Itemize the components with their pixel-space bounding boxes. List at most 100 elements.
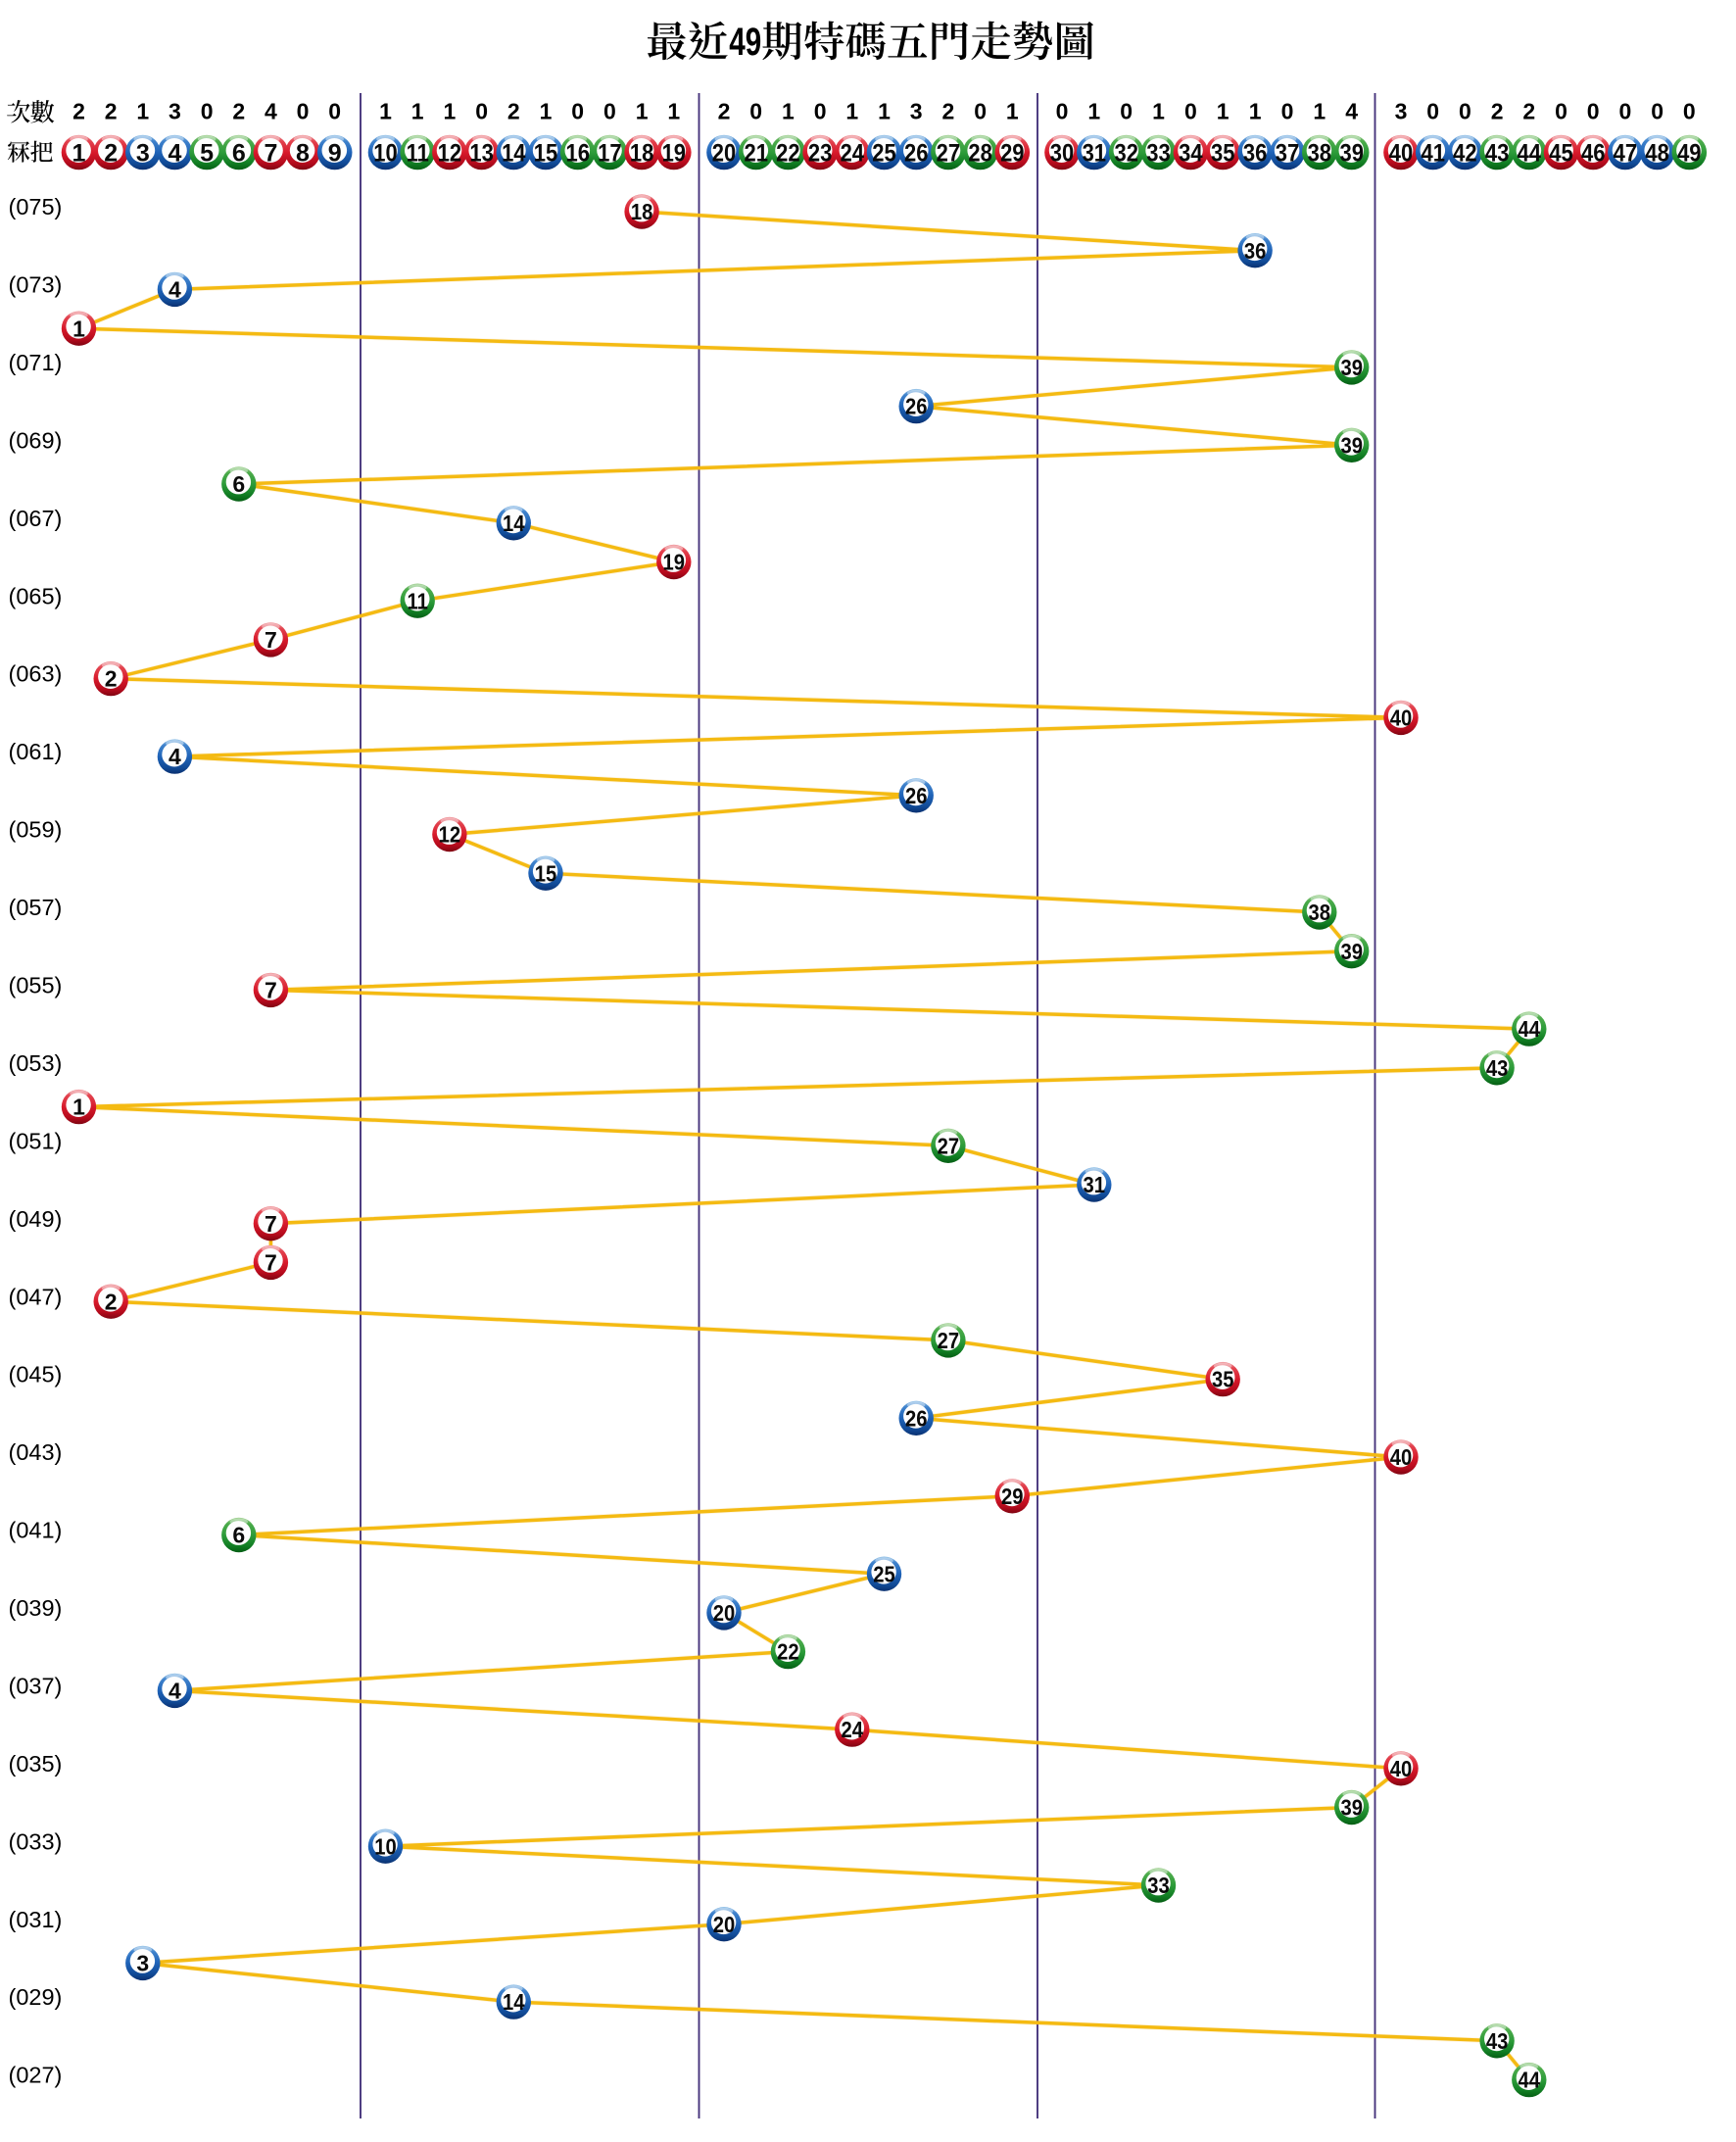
svg-text:0: 0 xyxy=(297,99,310,124)
svg-text:0: 0 xyxy=(201,99,214,124)
svg-text:40: 40 xyxy=(1390,705,1413,731)
svg-text:30: 30 xyxy=(1050,139,1074,167)
svg-text:(073): (073) xyxy=(9,272,63,298)
svg-text:0: 0 xyxy=(603,99,616,124)
svg-text:(061): (061) xyxy=(9,739,63,764)
svg-text:12: 12 xyxy=(438,139,461,167)
svg-text:9: 9 xyxy=(328,139,342,167)
svg-text:0: 0 xyxy=(1683,99,1696,124)
svg-text:33: 33 xyxy=(1147,1873,1170,1899)
svg-text:0: 0 xyxy=(1555,99,1567,124)
svg-text:39: 39 xyxy=(1339,139,1363,167)
svg-text:31: 31 xyxy=(1084,1172,1106,1198)
svg-text:18: 18 xyxy=(630,139,653,167)
svg-text:38: 38 xyxy=(1309,900,1331,926)
svg-text:(043): (043) xyxy=(9,1439,63,1465)
svg-text:1: 1 xyxy=(667,99,680,124)
svg-text:(047): (047) xyxy=(9,1284,63,1309)
svg-text:21: 21 xyxy=(744,139,767,167)
svg-text:27: 27 xyxy=(938,1328,960,1354)
svg-text:1: 1 xyxy=(136,99,149,124)
svg-text:44: 44 xyxy=(1519,2067,1541,2093)
svg-text:(037): (037) xyxy=(9,1674,63,1699)
svg-text:32: 32 xyxy=(1114,139,1137,167)
svg-text:4: 4 xyxy=(168,139,181,167)
svg-text:26: 26 xyxy=(904,139,928,167)
svg-text:16: 16 xyxy=(565,139,589,167)
svg-text:0: 0 xyxy=(1651,99,1664,124)
svg-text:(069): (069) xyxy=(9,427,63,453)
svg-text:27: 27 xyxy=(937,139,960,167)
svg-text:43: 43 xyxy=(1486,1055,1509,1082)
svg-text:3: 3 xyxy=(169,99,181,124)
svg-text:3: 3 xyxy=(1395,99,1408,124)
svg-text:0: 0 xyxy=(974,99,987,124)
svg-text:34: 34 xyxy=(1179,139,1202,167)
svg-text:0: 0 xyxy=(1281,99,1294,124)
svg-text:(055): (055) xyxy=(9,973,63,998)
svg-text:7: 7 xyxy=(265,1211,277,1237)
svg-text:19: 19 xyxy=(662,139,686,167)
svg-text:1: 1 xyxy=(1087,99,1100,124)
svg-text:40: 40 xyxy=(1390,1444,1413,1471)
svg-text:14: 14 xyxy=(503,511,525,537)
svg-text:25: 25 xyxy=(873,1561,895,1587)
svg-text:2: 2 xyxy=(105,1289,118,1314)
svg-text:1: 1 xyxy=(411,99,424,124)
svg-text:23: 23 xyxy=(808,139,832,167)
svg-text:22: 22 xyxy=(777,1638,799,1665)
svg-text:20: 20 xyxy=(713,1600,736,1627)
svg-text:47: 47 xyxy=(1614,139,1637,167)
svg-text:7: 7 xyxy=(264,139,277,167)
svg-text:4: 4 xyxy=(265,99,277,124)
svg-text:3: 3 xyxy=(136,139,150,167)
svg-text:2: 2 xyxy=(105,666,118,692)
svg-text:(027): (027) xyxy=(9,2063,63,2088)
svg-text:38: 38 xyxy=(1308,139,1331,167)
svg-text:(053): (053) xyxy=(9,1050,63,1076)
svg-text:44: 44 xyxy=(1518,139,1541,167)
svg-text:(035): (035) xyxy=(9,1751,63,1777)
svg-text:2: 2 xyxy=(105,99,118,124)
svg-text:4: 4 xyxy=(169,277,181,303)
svg-text:46: 46 xyxy=(1581,139,1605,167)
svg-text:2: 2 xyxy=(232,99,245,124)
svg-text:40: 40 xyxy=(1390,1756,1413,1782)
svg-text:26: 26 xyxy=(905,1405,928,1432)
svg-text:(067): (067) xyxy=(9,506,63,531)
svg-text:43: 43 xyxy=(1486,2028,1509,2055)
svg-text:20: 20 xyxy=(712,139,736,167)
svg-text:18: 18 xyxy=(631,199,653,225)
svg-text:0: 0 xyxy=(328,99,341,124)
svg-text:2: 2 xyxy=(718,99,731,124)
svg-text:0: 0 xyxy=(1619,99,1632,124)
svg-text:1: 1 xyxy=(1217,99,1230,124)
svg-text:41: 41 xyxy=(1421,139,1444,167)
svg-text:6: 6 xyxy=(232,471,245,497)
svg-text:0: 0 xyxy=(1056,99,1069,124)
svg-text:3: 3 xyxy=(910,99,923,124)
svg-text:43: 43 xyxy=(1485,139,1509,167)
svg-text:(041): (041) xyxy=(9,1518,63,1543)
svg-text:1: 1 xyxy=(72,1095,85,1120)
svg-text:0: 0 xyxy=(1587,99,1600,124)
svg-text:(071): (071) xyxy=(9,350,63,375)
svg-text:1: 1 xyxy=(845,99,858,124)
svg-text:49: 49 xyxy=(1677,139,1701,167)
svg-text:1: 1 xyxy=(1152,99,1165,124)
svg-text:40: 40 xyxy=(1389,139,1413,167)
svg-text:39: 39 xyxy=(1340,939,1363,965)
svg-text:1: 1 xyxy=(782,99,795,124)
svg-text:1: 1 xyxy=(636,99,649,124)
svg-text:0: 0 xyxy=(571,99,584,124)
svg-text:6: 6 xyxy=(232,1523,245,1548)
svg-text:2: 2 xyxy=(1522,99,1535,124)
svg-text:36: 36 xyxy=(1244,238,1267,265)
svg-text:24: 24 xyxy=(841,139,864,167)
svg-text:14: 14 xyxy=(503,1989,525,2016)
svg-text:0: 0 xyxy=(814,99,827,124)
svg-text:(065): (065) xyxy=(9,583,63,609)
svg-text:28: 28 xyxy=(968,139,991,167)
svg-text:29: 29 xyxy=(1001,1484,1024,1510)
svg-text:27: 27 xyxy=(938,1133,960,1159)
